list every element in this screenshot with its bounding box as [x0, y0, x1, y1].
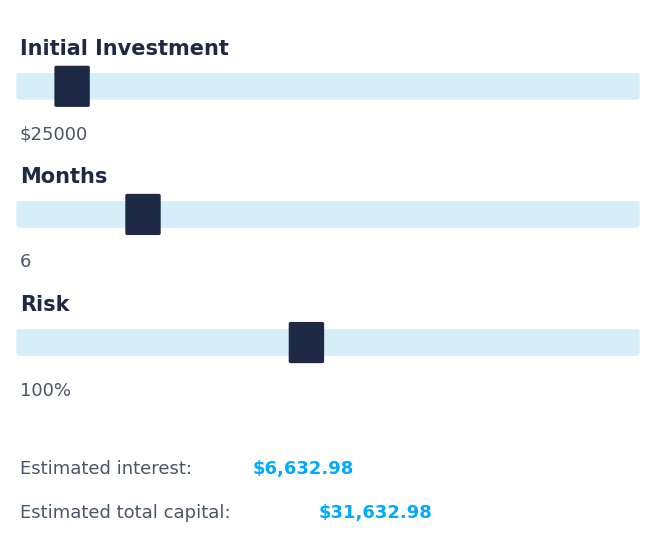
- FancyBboxPatch shape: [125, 194, 161, 235]
- Text: 100%: 100%: [20, 382, 71, 399]
- FancyBboxPatch shape: [16, 329, 640, 356]
- FancyBboxPatch shape: [16, 201, 640, 228]
- Text: $25000: $25000: [20, 125, 88, 143]
- Text: $31,632.98: $31,632.98: [318, 504, 432, 522]
- Text: 6: 6: [20, 253, 31, 271]
- FancyBboxPatch shape: [54, 66, 90, 107]
- Text: Estimated total capital:: Estimated total capital:: [20, 504, 236, 522]
- FancyBboxPatch shape: [16, 73, 640, 100]
- FancyBboxPatch shape: [289, 322, 324, 363]
- Text: Months: Months: [20, 167, 107, 187]
- Text: Estimated interest:: Estimated interest:: [20, 460, 197, 477]
- Text: Initial Investment: Initial Investment: [20, 39, 228, 59]
- Text: $6,632.98: $6,632.98: [253, 460, 354, 477]
- Text: Risk: Risk: [20, 295, 69, 315]
